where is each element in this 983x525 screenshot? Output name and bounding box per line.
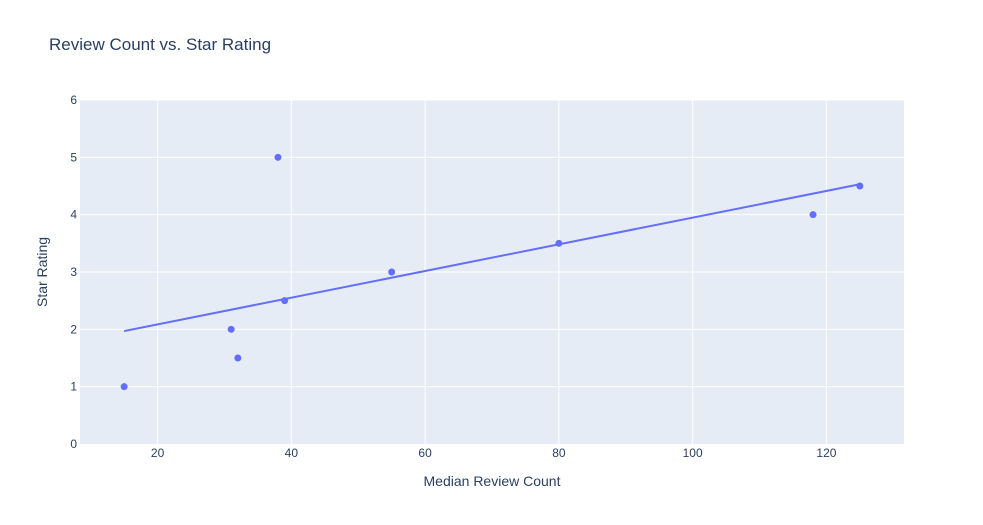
points-layer <box>120 153 864 391</box>
y-tick-label: 6 <box>70 93 77 107</box>
y-tick-label: 2 <box>70 322 77 336</box>
data-point <box>856 182 864 190</box>
grid-layer <box>80 99 904 444</box>
x-tick-label: 120 <box>816 446 836 460</box>
y-tick-label: 4 <box>70 208 77 222</box>
x-axis-title: Median Review Count <box>424 473 561 489</box>
y-tick-label: 0 <box>70 437 77 451</box>
y-tick-label: 1 <box>70 380 77 394</box>
x-tick-label: 60 <box>418 446 432 460</box>
y-tick-label: 5 <box>70 150 77 164</box>
x-tick-label: 40 <box>285 446 299 460</box>
data-point <box>809 211 817 219</box>
data-point <box>281 297 289 305</box>
x-tick-labels: 20 40 60 80 100 120 <box>151 446 837 460</box>
x-tick-label: 20 <box>151 446 165 460</box>
x-tick-label: 80 <box>552 446 566 460</box>
data-point <box>120 383 128 391</box>
trend-layer <box>123 183 861 333</box>
data-point <box>388 268 396 276</box>
chart-title: Review Count vs. Star Rating <box>49 35 271 54</box>
data-point <box>555 239 563 247</box>
y-tick-labels: 0 1 2 3 4 5 6 <box>70 93 77 451</box>
data-point <box>227 325 235 333</box>
y-tick-label: 3 <box>70 265 77 279</box>
y-axis-title: Star Rating <box>34 237 50 307</box>
data-point <box>274 153 282 161</box>
x-tick-label: 100 <box>683 446 703 460</box>
data-point <box>234 354 242 362</box>
trend-line <box>123 183 861 333</box>
